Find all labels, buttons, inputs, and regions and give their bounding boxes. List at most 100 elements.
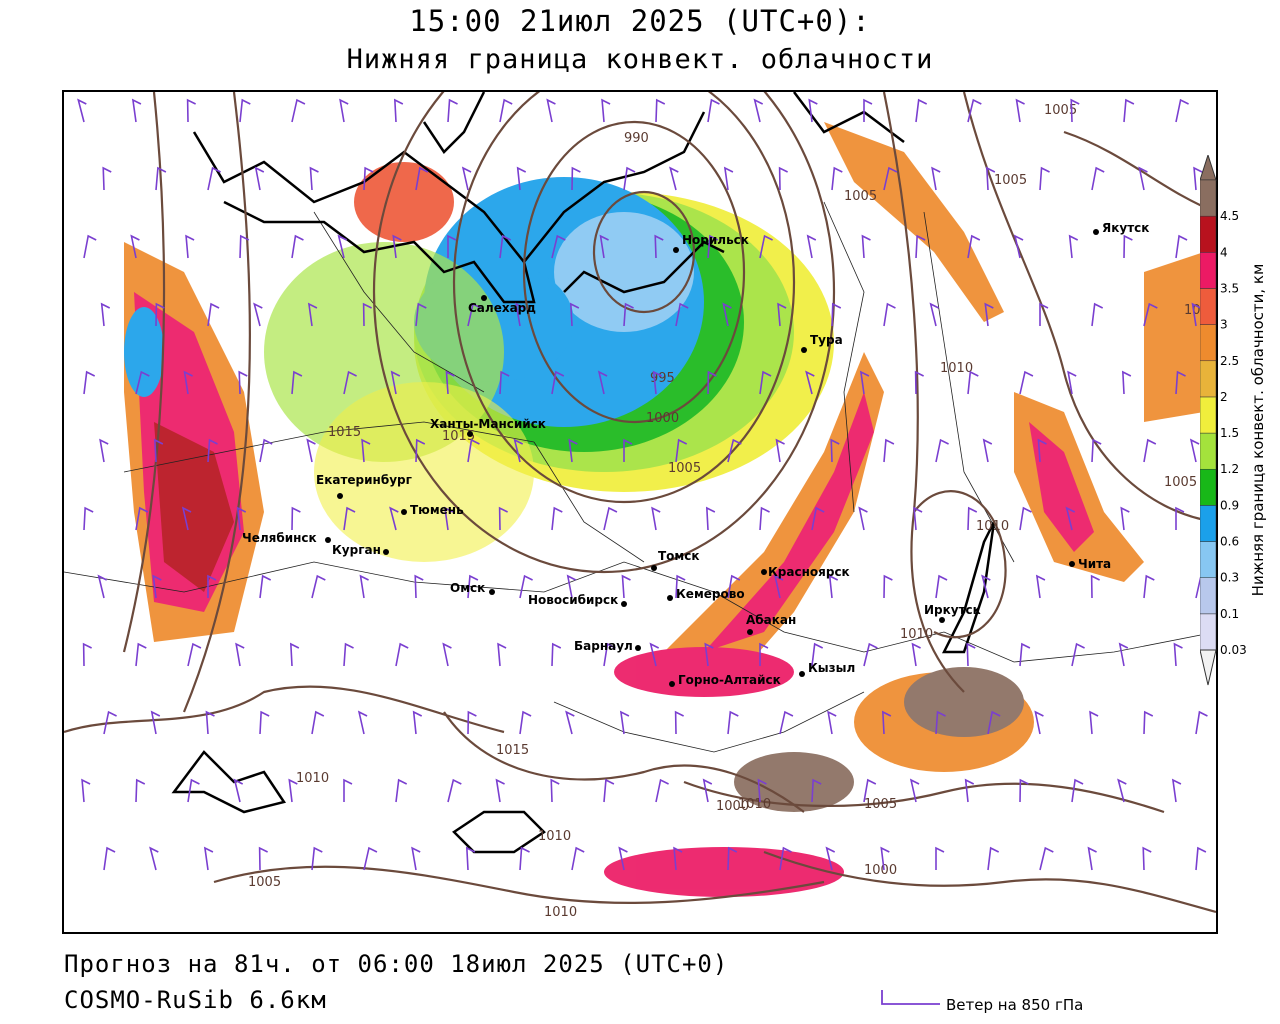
wind-barb bbox=[623, 166, 636, 191]
wind-barb bbox=[1087, 846, 1097, 871]
colorbar-swatch bbox=[1200, 396, 1217, 434]
wind-barb bbox=[186, 98, 196, 123]
wind-barb bbox=[777, 302, 787, 327]
wind-barb bbox=[291, 370, 303, 395]
wind-barb bbox=[235, 642, 245, 667]
city-marker bbox=[401, 509, 407, 515]
border-line bbox=[313, 211, 485, 393]
wind-barb bbox=[1123, 98, 1135, 123]
wind-barb bbox=[187, 778, 200, 803]
wind-barb bbox=[519, 846, 530, 871]
wind-barb bbox=[654, 234, 664, 259]
wind-barb bbox=[153, 438, 164, 463]
city-label: Тюмень bbox=[410, 503, 464, 517]
wind-barb bbox=[1039, 846, 1054, 871]
colorbar-swatch bbox=[1200, 432, 1217, 470]
wind-barb bbox=[883, 166, 898, 191]
isobar-label: 1005 bbox=[994, 173, 1027, 188]
wind-barb bbox=[1138, 166, 1148, 191]
wind-barb bbox=[1193, 166, 1203, 191]
wind-barb bbox=[131, 98, 142, 123]
wind-barb bbox=[652, 370, 663, 395]
wind-barb bbox=[1175, 370, 1186, 395]
isobar-label: 1010 bbox=[940, 361, 973, 376]
wind-barb bbox=[551, 642, 562, 667]
wind-barb bbox=[135, 370, 150, 395]
wind-barb bbox=[443, 506, 454, 531]
wind-barb bbox=[727, 710, 739, 735]
cloud-field-blob bbox=[314, 382, 534, 562]
wind-barb bbox=[130, 234, 140, 259]
wind-barb bbox=[135, 778, 146, 803]
wind-barb bbox=[1070, 98, 1080, 123]
isobar bbox=[372, 92, 836, 574]
cloud-field-layer bbox=[124, 122, 1204, 897]
wind-barb bbox=[981, 574, 991, 599]
forecast-info: Прогноз на 81ч. от 06:00 18июл 2025 (UTC… bbox=[64, 950, 729, 978]
isobar-label: 1005 bbox=[248, 875, 281, 890]
cloud-field-blob bbox=[904, 667, 1024, 737]
wind-barb bbox=[1189, 438, 1200, 463]
city-marker bbox=[651, 565, 657, 571]
isobar-label: 1005 bbox=[668, 461, 701, 476]
city-label: Екатеринбург bbox=[316, 473, 412, 487]
wind-barb bbox=[702, 778, 713, 803]
wind-barb bbox=[100, 302, 111, 327]
wind-barb bbox=[499, 234, 512, 259]
city-label: Тура bbox=[810, 333, 843, 347]
colorbar-swatch bbox=[1200, 360, 1217, 398]
wind-barb bbox=[675, 438, 688, 463]
wind-barb bbox=[1037, 438, 1047, 463]
city-marker bbox=[481, 295, 487, 301]
colorbar-tick-label: 3.5 bbox=[1220, 281, 1239, 295]
city-marker bbox=[747, 629, 753, 635]
wind-barb bbox=[103, 846, 116, 871]
wind-barb bbox=[863, 642, 878, 667]
colorbar-swatch bbox=[1200, 288, 1217, 325]
wind-barb bbox=[207, 438, 218, 463]
wind-barb bbox=[550, 778, 560, 803]
isobar-label: 990 bbox=[624, 131, 649, 146]
wind-barb bbox=[99, 438, 109, 463]
wind-barb bbox=[565, 710, 575, 735]
wind-barb bbox=[619, 710, 630, 735]
wind-barb bbox=[150, 710, 161, 735]
wind-barb bbox=[1123, 234, 1133, 259]
wind-barb bbox=[1065, 506, 1076, 531]
coastlines bbox=[171, 92, 996, 854]
colorbar-swatch bbox=[1200, 252, 1217, 289]
wind-barb bbox=[309, 166, 319, 191]
colorbar-title: Нижняя граница конвект. облачности, км bbox=[1249, 263, 1267, 597]
wind-barb bbox=[1039, 302, 1049, 326]
wind-barb bbox=[233, 778, 244, 803]
colorbar-swatch bbox=[1200, 577, 1217, 615]
wind-barb bbox=[759, 642, 769, 666]
wind-barb bbox=[414, 574, 424, 599]
wind-barb bbox=[357, 710, 368, 735]
wind-barb bbox=[499, 98, 513, 123]
cloud-field-blob bbox=[154, 422, 234, 592]
wind-barb bbox=[183, 370, 193, 395]
wind-barb bbox=[727, 846, 738, 871]
colorbar-swatches bbox=[1200, 155, 1217, 686]
wind-barb bbox=[102, 166, 112, 191]
wind-barb bbox=[811, 778, 822, 803]
wind-barb bbox=[1120, 506, 1130, 531]
wind-barb bbox=[447, 778, 462, 803]
wind-barb bbox=[707, 234, 719, 259]
city-label: Омск bbox=[450, 581, 485, 595]
wind-barb bbox=[187, 642, 202, 667]
wind-barb bbox=[1034, 710, 1044, 735]
wind-barb bbox=[515, 302, 525, 327]
city-label: Ханты-Мансийск bbox=[430, 417, 546, 431]
wind-barb bbox=[1019, 778, 1029, 803]
wind-barbs bbox=[77, 98, 1210, 871]
wind-barb bbox=[337, 234, 348, 259]
wind-barb bbox=[415, 166, 429, 191]
wind-barb bbox=[395, 778, 408, 803]
wind-barb bbox=[655, 98, 666, 123]
wind-barb bbox=[827, 710, 837, 735]
wind-barb bbox=[967, 370, 979, 395]
wind-barb bbox=[203, 846, 214, 871]
city-marker bbox=[489, 589, 495, 595]
